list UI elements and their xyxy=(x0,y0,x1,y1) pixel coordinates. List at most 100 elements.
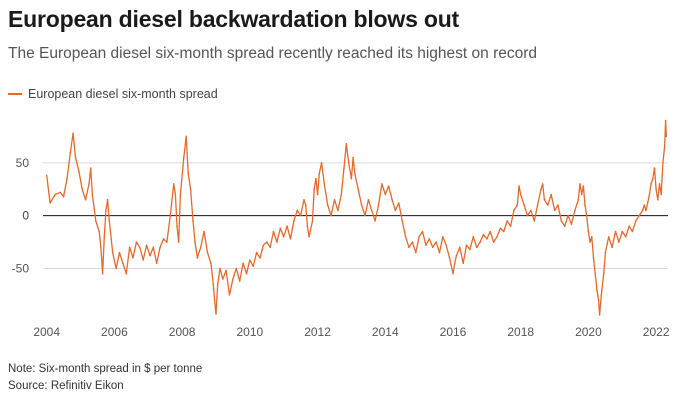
data-point xyxy=(631,230,634,233)
x-tick-label: 2006 xyxy=(101,325,128,339)
data-point xyxy=(45,174,48,177)
data-point xyxy=(374,220,376,222)
data-point xyxy=(367,199,370,201)
data-point xyxy=(213,299,216,301)
data-point xyxy=(169,214,172,217)
data-point xyxy=(641,209,644,212)
data-point xyxy=(663,146,666,148)
data-point xyxy=(262,244,265,246)
data-point xyxy=(574,209,576,212)
data-point xyxy=(503,230,505,233)
data-point xyxy=(122,262,124,264)
data-point xyxy=(384,193,387,196)
data-point xyxy=(155,262,158,264)
data-point xyxy=(448,257,451,259)
data-point xyxy=(172,183,175,185)
data-point xyxy=(645,209,647,212)
data-point xyxy=(142,259,144,261)
data-point xyxy=(111,251,114,254)
data-point xyxy=(465,244,468,246)
data-point xyxy=(118,251,121,254)
data-point xyxy=(394,209,397,212)
data-point xyxy=(242,262,244,264)
data-point xyxy=(179,193,182,196)
data-point xyxy=(519,193,522,196)
data-point xyxy=(286,225,288,227)
data-point xyxy=(655,188,657,190)
data-point xyxy=(183,156,185,159)
data-point xyxy=(602,272,605,275)
data-point xyxy=(567,214,569,217)
data-point xyxy=(592,257,595,259)
data-point xyxy=(212,283,215,286)
data-point xyxy=(589,241,591,243)
data-point xyxy=(293,220,295,222)
data-point xyxy=(594,272,596,275)
data-point xyxy=(166,241,168,243)
data-point xyxy=(658,183,661,185)
x-tick-label: 2022 xyxy=(643,325,670,339)
data-point xyxy=(425,244,427,246)
data-point xyxy=(648,193,651,196)
data-point xyxy=(479,241,481,243)
data-point xyxy=(174,193,177,196)
data-point xyxy=(509,225,512,227)
data-point xyxy=(98,230,100,233)
data-point xyxy=(132,257,134,259)
data-point xyxy=(597,299,600,301)
data-point xyxy=(343,167,345,169)
data-point xyxy=(387,185,390,187)
data-point xyxy=(330,214,332,217)
data-point xyxy=(225,269,227,272)
data-point xyxy=(145,244,148,246)
data-point xyxy=(135,241,138,243)
data-point xyxy=(455,255,458,257)
data-point xyxy=(304,204,307,206)
data-point xyxy=(472,236,475,238)
x-tick-label: 2004 xyxy=(33,325,60,339)
data-point xyxy=(74,156,77,159)
data-point xyxy=(563,225,566,227)
data-point xyxy=(62,195,65,198)
data-point xyxy=(152,246,155,249)
data-point xyxy=(296,209,299,212)
x-tick-label: 2010 xyxy=(236,325,263,339)
data-point xyxy=(516,204,519,206)
data-point xyxy=(560,220,563,222)
data-point xyxy=(323,183,326,185)
data-point xyxy=(219,267,221,270)
footer: Note: Six-month spread in $ per tonne So… xyxy=(8,361,202,395)
footer-source: Source: Refinitiv Eikon xyxy=(8,380,124,392)
data-point xyxy=(543,199,546,201)
data-point xyxy=(499,227,502,230)
x-tick-label: 2020 xyxy=(575,325,602,339)
data-point xyxy=(59,191,61,194)
data-point xyxy=(635,220,637,222)
data-point xyxy=(624,236,627,238)
data-point xyxy=(269,246,272,249)
data-point xyxy=(611,246,613,249)
data-point xyxy=(398,202,400,204)
data-point xyxy=(199,246,202,249)
data-point xyxy=(245,272,248,275)
data-point xyxy=(435,241,437,243)
data-point xyxy=(357,188,360,190)
data-point xyxy=(584,204,586,206)
data-point xyxy=(215,313,217,315)
data-point xyxy=(377,204,380,206)
data-point xyxy=(289,238,292,240)
data-point xyxy=(192,220,194,222)
data-point xyxy=(418,236,420,238)
data-point xyxy=(370,209,373,212)
x-tick-label: 2016 xyxy=(440,325,467,339)
data-point xyxy=(587,230,590,233)
data-point xyxy=(415,251,417,254)
legend-swatch xyxy=(8,93,22,95)
data-point xyxy=(540,188,542,190)
data-point xyxy=(259,257,261,259)
data-point xyxy=(438,251,441,254)
y-tick-label: 0 xyxy=(22,209,29,223)
data-point xyxy=(84,199,87,201)
data-point xyxy=(149,255,151,257)
data-point xyxy=(249,259,251,261)
